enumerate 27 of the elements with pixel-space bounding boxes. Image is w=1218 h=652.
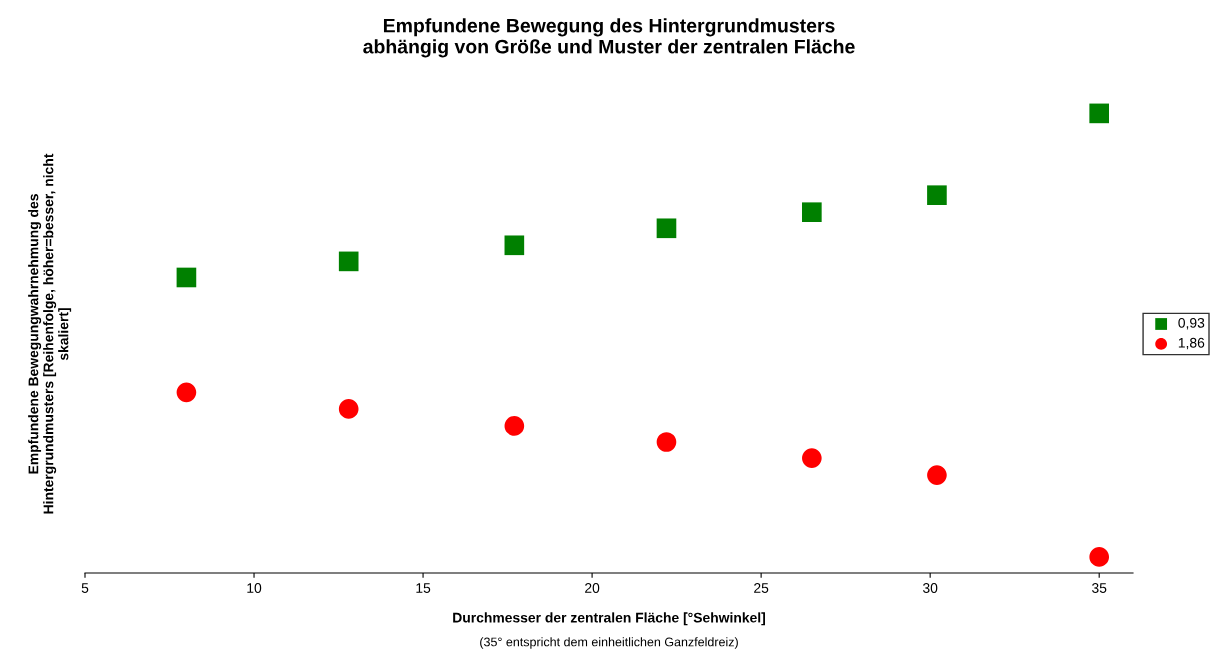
point: [927, 465, 947, 485]
x-tick-label: 30: [922, 583, 938, 593]
y-axis-title: Empfundene Bewegungwahrnehmung des Hintergrundmusters [Reihenfolge, höher=besser, nicht skaliert]: [28, 153, 72, 514]
point: [656, 218, 677, 239]
point: [504, 416, 525, 436]
x-tick-label: 10: [247, 583, 262, 593]
legend-label: 1,86: [1178, 337, 1205, 350]
x-tick-label: 15: [416, 583, 431, 593]
point: [338, 399, 359, 419]
point: [176, 382, 197, 403]
point: [338, 251, 359, 272]
point: [656, 432, 677, 452]
x-tick-label: 25: [754, 583, 769, 593]
x-tick-label: 5: [81, 583, 89, 593]
x-tick-label: 35: [1092, 583, 1107, 593]
point: [504, 235, 525, 256]
point: [927, 185, 947, 206]
point: [1089, 547, 1110, 567]
x-tick-label: 20: [585, 583, 600, 593]
point: [176, 267, 197, 288]
point: [802, 448, 822, 468]
text: (35° entspricht dem einheitlichen Ganzfeldreiz): [480, 637, 738, 649]
legend-label: 0,93: [1178, 317, 1205, 330]
chart-title: Empfundene Bewegung des Hintergrundmusters abhängig von Größe und Muster der zentralen Fläche: [363, 18, 855, 58]
point: [1089, 103, 1110, 124]
x-axis-title: Durchmesser der zentralen Fläche [°Sehwinkel]: [453, 612, 765, 626]
point: [802, 202, 822, 223]
